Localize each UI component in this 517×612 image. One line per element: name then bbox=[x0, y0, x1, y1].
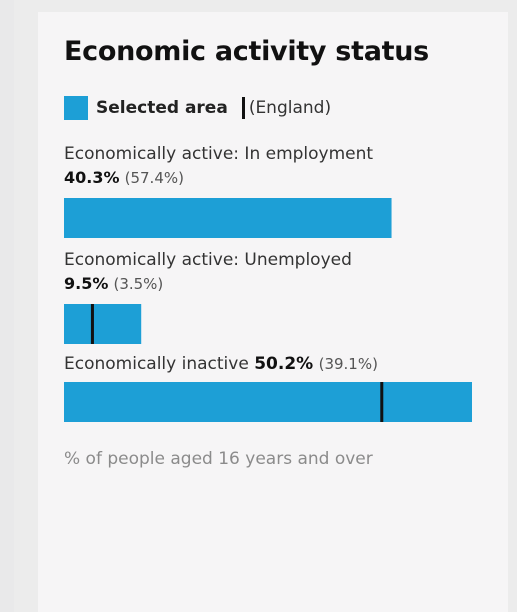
legend-marker-england bbox=[241, 97, 245, 119]
chart-footnote: % of people aged 16 years and over bbox=[64, 449, 373, 469]
england-value: (3.5%) bbox=[113, 275, 164, 293]
bar-unemployed bbox=[64, 304, 142, 344]
category-label-inactive: Economically inactive bbox=[64, 354, 249, 374]
value-label-unemployed: 9.5% (3.5%) bbox=[64, 274, 163, 293]
legend-swatch-selected bbox=[64, 96, 88, 120]
left-panel-edge bbox=[0, 0, 14, 612]
legend-label-england: (England) bbox=[248, 98, 332, 118]
legend-label-selected: Selected area bbox=[96, 98, 228, 118]
category-row-inactive: Economically inactive 50.2% (39.1%) bbox=[64, 354, 378, 374]
legend: Selected area (England) bbox=[64, 95, 331, 121]
category-label-in-employment: Economically active: In employment bbox=[64, 144, 374, 164]
bars-plot bbox=[64, 198, 472, 422]
bar-inactive bbox=[64, 382, 472, 422]
selected-value: 50.2% bbox=[254, 354, 314, 374]
england-marker-inactive bbox=[380, 382, 384, 422]
category-label-unemployed: Economically active: Unemployed bbox=[64, 250, 352, 270]
selected-value: 9.5% bbox=[64, 274, 109, 293]
chart-card: Economic activity status Selected area (… bbox=[38, 12, 508, 612]
value-label-in-employment: 40.3% (57.4%) bbox=[64, 168, 184, 187]
selected-value: 40.3% bbox=[64, 168, 120, 187]
england-value: (57.4%) bbox=[124, 169, 184, 187]
bar-in-employment bbox=[64, 198, 392, 238]
england-marker-unemployed bbox=[90, 304, 94, 344]
england-value: (39.1%) bbox=[318, 355, 378, 373]
chart-title: Economic activity status bbox=[64, 36, 429, 67]
